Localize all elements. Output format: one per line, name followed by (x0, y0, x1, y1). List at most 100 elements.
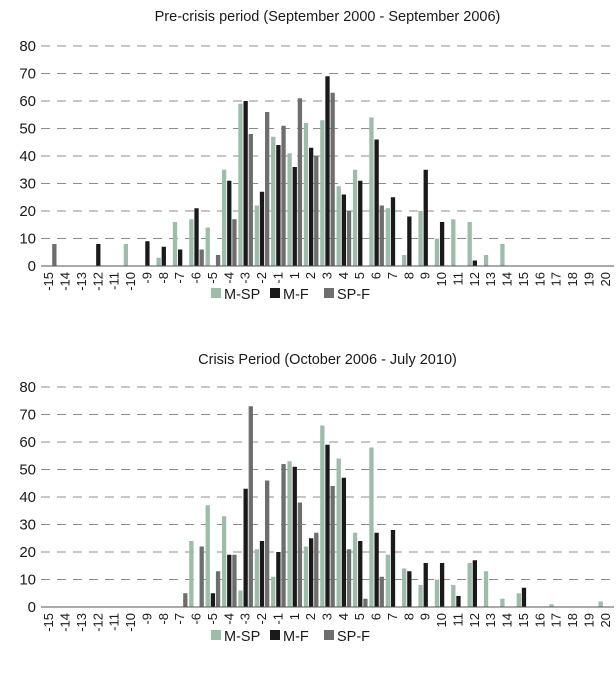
legend-label-m-sp: M-SP (224, 287, 260, 303)
bar-sp-f (330, 486, 335, 607)
x-tick-label: 13 (483, 613, 498, 627)
bar-sp-f (232, 219, 237, 266)
bar-m-sp (516, 593, 521, 607)
bar-m-f (423, 169, 428, 266)
bar-sp-f (215, 571, 221, 607)
y-tick-label: 70 (19, 66, 36, 83)
bar-m-sp (205, 505, 210, 607)
x-tick-label: 5 (352, 272, 367, 279)
bar-sp-f (297, 98, 303, 266)
bar-sp-f (330, 92, 335, 266)
x-tick-label: 2 (303, 272, 318, 279)
x-tick-label: 7 (385, 613, 400, 620)
bar-sp-f (363, 598, 368, 607)
x-tick-label: -4 (221, 272, 236, 284)
x-tick-label: 4 (336, 613, 351, 620)
x-tick-label: -3 (238, 272, 253, 284)
bar-m-f (276, 145, 281, 266)
bar-m-f (259, 191, 265, 266)
bar-m-f (439, 222, 445, 266)
bar-sp-f (199, 546, 204, 607)
bar-m-sp (320, 425, 325, 607)
bar-m-f (178, 249, 183, 266)
x-tick-label: 10 (434, 613, 449, 627)
x-tick-label: 14 (500, 272, 515, 286)
bar-m-f (390, 197, 396, 266)
bar-m-sp (402, 568, 407, 607)
x-tick-label: -15 (41, 613, 56, 632)
bar-m-sp (549, 604, 554, 607)
bar-sp-f (52, 244, 57, 266)
y-tick-label: 50 (19, 121, 36, 138)
x-tick-label: 13 (483, 272, 498, 286)
bar-m-sp (451, 219, 456, 266)
bar-m-f (161, 246, 166, 266)
x-tick-label: 14 (500, 613, 515, 627)
y-tick-label: 40 (19, 489, 36, 506)
bar-sp-f (379, 205, 384, 266)
bar-m-f (227, 180, 232, 266)
bar-m-f (292, 466, 297, 607)
x-tick-label: 10 (434, 272, 449, 286)
x-tick-label: -9 (139, 272, 154, 284)
x-tick-label: 19 (581, 613, 596, 627)
bar-m-sp (434, 579, 440, 607)
y-tick-label: 30 (19, 176, 36, 193)
bar-m-sp (467, 222, 472, 266)
bar-m-sp (369, 117, 374, 266)
bar-sp-f (346, 211, 352, 266)
bar-m-f (145, 241, 150, 266)
bar-m-sp (483, 255, 489, 266)
y-tick-label: 10 (19, 572, 36, 589)
y-tick-label: 70 (19, 407, 36, 424)
x-tick-label: 15 (516, 613, 531, 627)
x-tick-label: -8 (156, 613, 171, 625)
x-tick-label: -14 (58, 272, 73, 291)
bar-sp-f (248, 406, 253, 607)
bar-m-sp (451, 585, 456, 607)
bar-m-sp (402, 255, 407, 266)
x-tick-label: 19 (581, 272, 596, 286)
bar-sp-f (314, 532, 319, 607)
bar-m-f (358, 541, 363, 607)
legend-swatch-m-f (270, 630, 280, 640)
bar-m-f (243, 101, 248, 266)
bar-sp-f (379, 576, 384, 607)
bar-m-sp (303, 123, 309, 266)
legend-label-sp-f: SP-F (337, 629, 370, 645)
bar-sp-f (232, 554, 237, 607)
bar-m-f (439, 563, 445, 607)
x-tick-label: 7 (385, 272, 400, 279)
x-tick-label: 8 (401, 613, 416, 620)
bar-m-f (292, 167, 297, 266)
bar-m-sp (467, 563, 472, 607)
x-tick-label: -11 (107, 613, 122, 631)
bar-m-sp (303, 546, 309, 607)
x-tick-label: -3 (238, 613, 253, 625)
x-tick-label: 17 (549, 272, 564, 286)
bar-m-f (521, 587, 527, 607)
x-tick-label: -9 (139, 613, 154, 625)
x-tick-label: 9 (418, 613, 433, 620)
bar-m-sp (156, 257, 161, 266)
bar-m-f (308, 538, 314, 607)
bar-sp-f (183, 593, 188, 607)
y-tick-label: 60 (19, 93, 36, 110)
x-tick-label: 3 (320, 613, 335, 620)
bar-m-f (325, 76, 330, 266)
x-tick-label: 1 (287, 272, 302, 279)
x-tick-label: 5 (352, 613, 367, 620)
x-tick-label: 4 (336, 272, 351, 279)
y-tick-label: 80 (19, 38, 36, 55)
x-tick-label: -13 (74, 613, 89, 632)
y-tick-label: 0 (28, 599, 36, 616)
x-tick-label: 1 (287, 613, 302, 620)
x-tick-label: 18 (565, 613, 580, 627)
legend-swatch-m-sp (211, 630, 221, 640)
x-tick-label: 11 (450, 613, 465, 627)
bar-m-f (472, 560, 477, 607)
x-tick-label: 20 (598, 613, 613, 627)
bar-m-sp (385, 208, 390, 266)
bar-m-sp (271, 136, 276, 266)
